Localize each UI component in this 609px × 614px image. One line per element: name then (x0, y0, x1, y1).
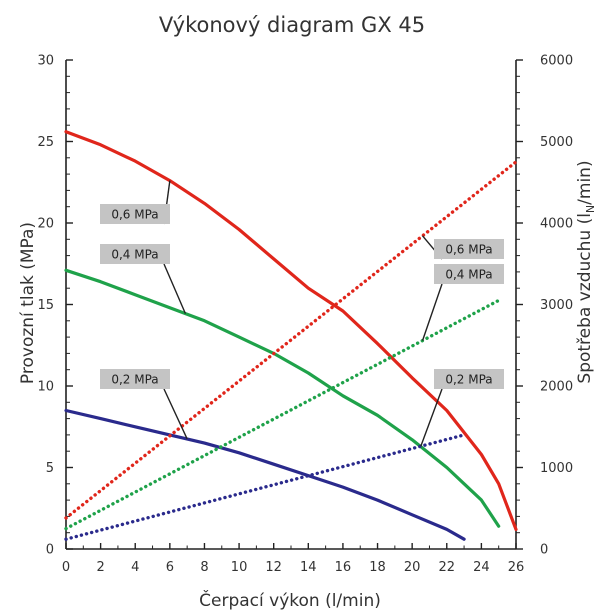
pressure-curve-04 (64, 268, 501, 528)
y-axis-label-right: Spotřeba vzduchu (lN/min) (575, 160, 597, 383)
x-axis-label: Čerpací výkon (l/min) (199, 589, 381, 611)
y-left-tick-label: 20 (37, 217, 54, 232)
x-tick-label: 18 (369, 560, 386, 575)
axes: 0 2 4 6 8 10 12 14 16 18 20 22 24 2605101520253001000… (37, 54, 573, 576)
x-tick-label: 20 (404, 560, 421, 575)
callout-left-2: 0,4 MPa (100, 244, 187, 314)
x-tick-label: 12 (265, 560, 282, 575)
callout-label: 0,2 MPa (111, 373, 158, 387)
x-tick-label: 26 (508, 560, 525, 575)
callout-box (434, 239, 504, 259)
callout-label: 0,6 MPa (111, 208, 158, 222)
callout-label: 0,4 MPa (445, 268, 492, 282)
x-tick-label: 2 (96, 560, 104, 575)
y-axis-label-right-suffix: /min) (575, 160, 595, 204)
x-tick-label: 6 (166, 560, 174, 575)
y-right-tick-label: 3000 (540, 298, 573, 313)
y-left-tick-label: 0 (46, 543, 54, 558)
y-right-tick-label: 4000 (540, 217, 573, 232)
y-right-tick-label: 6000 (540, 54, 573, 69)
y-right-tick-label: 0 (540, 543, 548, 558)
x-tick-label: 16 (335, 560, 352, 575)
callout-box (100, 369, 170, 389)
callout-right-3: 0,2 MPa (420, 369, 504, 447)
y-left-tick-label: 15 (37, 298, 54, 313)
callout-label: 0,2 MPa (445, 373, 492, 387)
callout-left-1: 0,6 MPa (100, 180, 171, 225)
callout-leader-line (421, 283, 443, 341)
callout-right-1: 0,6 MPa (422, 235, 504, 260)
callouts: 0,6 MPa 0,4 MPa 0,2 MPa 0,6 MPa 0,4 MPa 0,2 M… (100, 180, 504, 447)
chart-title: Výkonový diagram GX 45 (159, 13, 425, 37)
callout-right-2: 0,4 MPa (421, 264, 504, 341)
y-axis-label-right-subscript: N (584, 205, 597, 213)
x-tick-label: 10 (231, 560, 248, 575)
y-left-tick-label: 25 (37, 135, 54, 150)
y-axis-label-left: Provozní tlak (MPa) (18, 222, 38, 384)
callout-box (434, 369, 504, 389)
callout-leader-line (420, 388, 443, 447)
y-left-tick-label: 5 (46, 461, 54, 476)
y-left-tick-label: 30 (37, 54, 54, 69)
x-tick-label: 14 (300, 560, 317, 575)
air-consumption-line-04 (64, 298, 501, 531)
air-consumption-line-06 (64, 160, 518, 520)
callout-left-3: 0,2 MPa (100, 369, 188, 440)
callout-box (100, 244, 170, 264)
y-left-tick-label: 10 (37, 380, 54, 395)
callout-leader-line (163, 388, 188, 440)
callout-label: 0,4 MPa (111, 248, 158, 262)
y-axis-label-right-prefix: Spotřeba vzduchu (l (575, 213, 595, 384)
x-tick-label: 22 (438, 560, 455, 575)
pressure-curve-06 (64, 130, 518, 532)
callout-leader-line (163, 263, 187, 314)
callout-box (100, 204, 170, 224)
x-tick-label: 24 (473, 560, 490, 575)
callout-box (434, 264, 504, 284)
x-tick-label: 8 (200, 560, 208, 575)
y-right-tick-label: 2000 (540, 380, 573, 395)
callout-label: 0,6 MPa (445, 243, 492, 257)
air-consumption-line-02 (64, 433, 466, 541)
series-layer (64, 130, 518, 541)
pressure-curve-02 (64, 408, 466, 541)
y-right-tick-label: 1000 (540, 461, 573, 476)
x-tick-label: 0 (62, 560, 70, 575)
x-tick-label: 4 (131, 560, 139, 575)
y-right-tick-label: 5000 (540, 135, 573, 150)
